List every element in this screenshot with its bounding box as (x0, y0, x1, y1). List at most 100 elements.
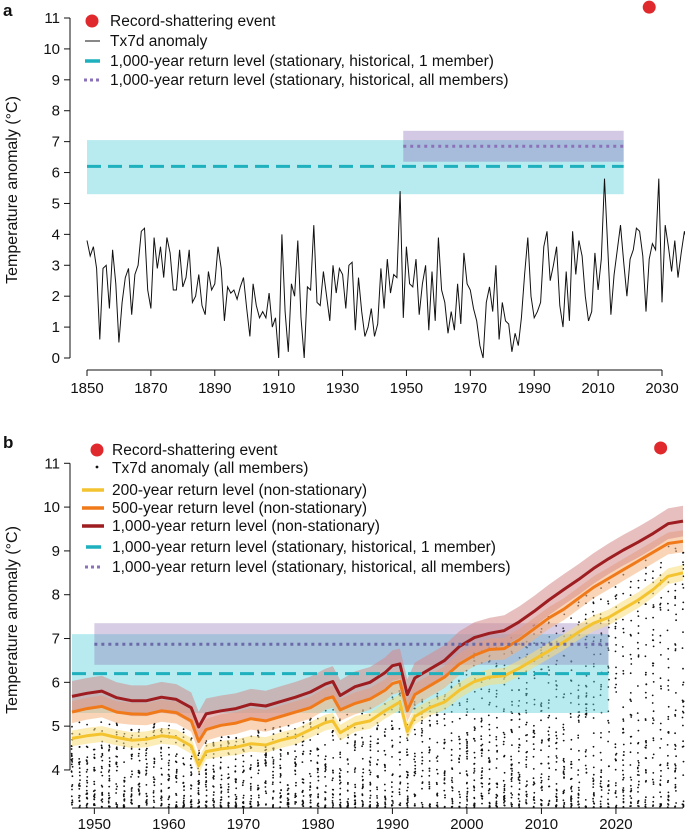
member-dot (79, 761, 81, 763)
member-dot (107, 800, 110, 803)
member-dot (339, 751, 342, 754)
member-dot (361, 799, 363, 802)
member-dot (250, 797, 253, 800)
member-dot (108, 777, 111, 780)
member-dot (146, 747, 148, 750)
x-tick-label: 1990 (518, 380, 551, 397)
tx7d-all-members-dots (70, 545, 685, 809)
member-dot (414, 733, 417, 736)
member-dot (93, 756, 96, 759)
member-dot (600, 771, 603, 774)
member-dot (547, 756, 550, 758)
member-dot (541, 789, 543, 792)
member-dot (249, 782, 252, 785)
member-dot (652, 781, 655, 783)
member-dot (137, 755, 140, 757)
member-dot (666, 781, 669, 784)
member-dot (205, 785, 208, 788)
member-dot (190, 757, 192, 760)
member-dot (630, 663, 633, 665)
y-tick-label: 7 (52, 631, 60, 648)
member-dot (130, 757, 133, 760)
x-tick-label: 1930 (326, 380, 359, 397)
member-dot (667, 647, 670, 650)
legend-anomaly-label: Tx7d anomaly (110, 33, 208, 50)
member-dot (503, 804, 506, 807)
member-dot (406, 739, 409, 742)
member-dot (361, 775, 364, 778)
member-dot (585, 635, 588, 638)
member-dot (517, 750, 520, 753)
member-dot (369, 781, 372, 784)
member-dot (533, 642, 536, 644)
member-dot (563, 765, 565, 768)
member-dot (130, 801, 132, 804)
return-level-lines (87, 144, 624, 168)
member-dot (496, 795, 499, 797)
member-dot (481, 802, 483, 805)
member-dot (652, 783, 655, 785)
member-dot (578, 621, 580, 623)
member-dot (466, 781, 468, 784)
member-dot (391, 696, 394, 699)
member-dot (406, 771, 409, 774)
legend-allmembers-label: 1,000-year return level (stationary, his… (112, 559, 511, 576)
member-dot (338, 772, 341, 775)
member-dot (101, 767, 103, 770)
member-dot (406, 776, 409, 779)
member-dot (376, 797, 379, 799)
member-dot (294, 750, 296, 752)
x-tick-label: 2020 (599, 816, 632, 833)
member-dot (599, 640, 602, 643)
member-dot (510, 774, 513, 776)
member-dot (675, 790, 677, 792)
member-dot (532, 768, 535, 770)
member-dot (495, 744, 498, 747)
member-dot (78, 788, 81, 790)
member-dot (122, 747, 125, 749)
member-dot (614, 677, 617, 680)
member-dot (503, 801, 505, 804)
member-dot (607, 785, 609, 788)
member-dot (391, 795, 393, 798)
member-dot (280, 789, 282, 792)
member-dot (600, 789, 603, 791)
legend-dots-label: Tx7d anomaly (all members) (112, 460, 308, 477)
member-dot (302, 750, 305, 753)
member-dot (600, 795, 603, 798)
member-dot (421, 769, 424, 772)
member-dot (287, 805, 290, 808)
member-dot (637, 761, 640, 764)
member-dot (570, 738, 573, 741)
member-dot (540, 749, 542, 752)
member-dot (153, 758, 156, 760)
member-dot (257, 734, 259, 737)
member-dot (495, 782, 498, 785)
member-dot (295, 755, 297, 758)
member-dot (242, 754, 244, 757)
member-dot (451, 777, 453, 779)
member-dot (540, 781, 543, 784)
member-dot (674, 786, 677, 789)
member-dot (183, 789, 185, 791)
member-dot (532, 755, 535, 758)
member-dot (450, 732, 453, 734)
member-dot (659, 722, 662, 725)
member-dot (361, 745, 363, 748)
member-dot (570, 679, 572, 682)
member-dot (421, 806, 424, 808)
member-dot (666, 629, 669, 632)
member-dot (466, 800, 469, 802)
member-dot (622, 754, 625, 756)
member-dot (592, 786, 595, 788)
member-dot (361, 779, 364, 782)
member-dot (607, 719, 609, 722)
member-dot (309, 782, 312, 784)
member-dot (480, 755, 483, 757)
member-dot (108, 748, 111, 751)
member-dot (569, 716, 572, 718)
member-dot (548, 775, 550, 778)
member-dot (115, 783, 118, 785)
member-dot (458, 680, 460, 683)
member-dot (652, 772, 655, 774)
